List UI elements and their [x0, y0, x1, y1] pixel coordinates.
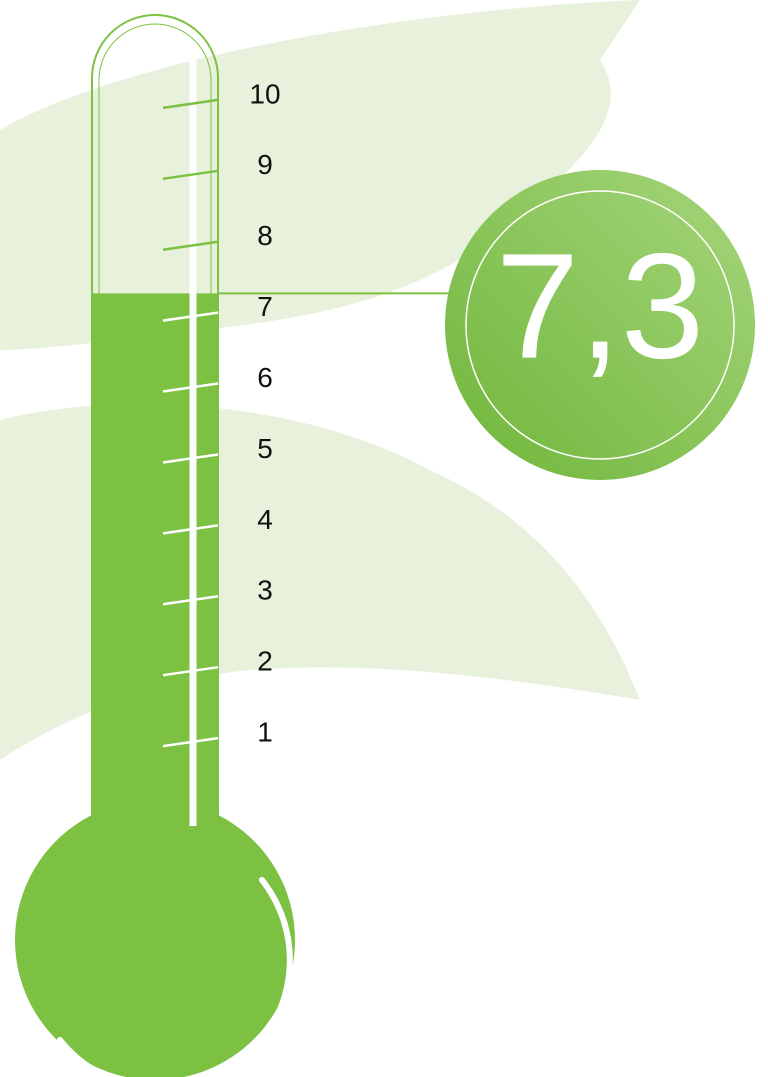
- tick-label: 7: [257, 291, 273, 322]
- tick-label: 9: [257, 149, 273, 180]
- tick-mark: [162, 524, 219, 535]
- tick-mark: [162, 98, 219, 110]
- tick-label: 8: [257, 220, 273, 251]
- tick-mark: [162, 382, 219, 393]
- tick-mark: [162, 595, 219, 606]
- badge-ring: [465, 190, 735, 460]
- tick-mark: [162, 665, 219, 677]
- tube-inner-outline: [98, 23, 212, 330]
- tick-label: 4: [257, 504, 273, 535]
- tick-mark: [162, 311, 219, 322]
- bulb-highlight: [57, 877, 293, 1077]
- tick-mark: [162, 453, 219, 464]
- tick-label: 5: [257, 433, 273, 464]
- tick-mark: [162, 240, 219, 251]
- badge: [445, 170, 755, 480]
- tube-outline: [91, 14, 219, 830]
- tick-label: 3: [257, 575, 273, 606]
- tick-label: 10: [249, 78, 280, 109]
- value-label: 7,3: [496, 222, 705, 390]
- tick-mark: [162, 169, 219, 181]
- tick-label: 1: [257, 716, 273, 747]
- mercury: [92, 293, 218, 840]
- bulb: [15, 800, 295, 1077]
- tick-label: 2: [257, 646, 273, 677]
- tick-mark: [162, 736, 219, 748]
- tick-label: 6: [257, 362, 273, 393]
